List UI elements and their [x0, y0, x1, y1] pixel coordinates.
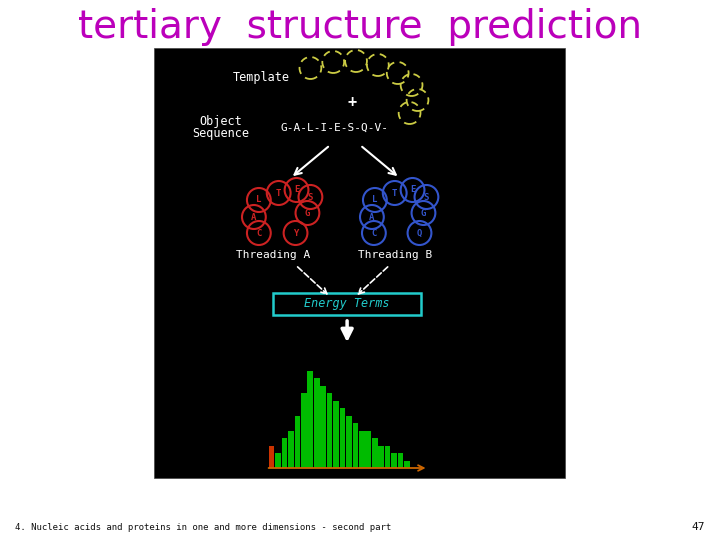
- Text: E: E: [410, 186, 415, 194]
- Bar: [314, 378, 320, 468]
- Text: G: G: [420, 208, 426, 218]
- Text: A: A: [251, 213, 256, 221]
- Text: C: C: [372, 228, 377, 238]
- Text: Q: Q: [417, 228, 422, 238]
- Text: +: +: [348, 96, 356, 111]
- Text: T: T: [276, 188, 282, 198]
- Text: L: L: [372, 195, 377, 205]
- Bar: [275, 453, 281, 468]
- Bar: [346, 415, 352, 468]
- Text: 47: 47: [692, 522, 705, 532]
- Text: A: A: [369, 213, 374, 221]
- Bar: [378, 446, 384, 468]
- Text: Sequence: Sequence: [193, 127, 250, 140]
- Bar: [273, 293, 421, 315]
- Bar: [384, 446, 390, 468]
- Bar: [353, 423, 359, 468]
- Text: G: G: [305, 208, 310, 218]
- Text: T: T: [392, 188, 397, 198]
- Text: Y: Y: [293, 228, 298, 238]
- Bar: [391, 453, 397, 468]
- Bar: [340, 408, 346, 468]
- Bar: [269, 446, 274, 468]
- Bar: [359, 430, 364, 468]
- Text: Threading A: Threading A: [235, 250, 310, 260]
- Text: 4. Nucleic acids and proteins in one and more dimensions - second part: 4. Nucleic acids and proteins in one and…: [15, 523, 391, 532]
- Bar: [307, 370, 313, 468]
- Bar: [397, 453, 403, 468]
- Text: S: S: [424, 192, 429, 201]
- Text: G-A-L-I-E-S-Q-V-: G-A-L-I-E-S-Q-V-: [281, 123, 389, 133]
- Text: C: C: [256, 228, 261, 238]
- Text: Template: Template: [233, 71, 290, 84]
- Bar: [320, 386, 326, 468]
- Text: tertiary  structure  prediction: tertiary structure prediction: [78, 8, 642, 46]
- Bar: [404, 461, 410, 468]
- Text: Energy Terms: Energy Terms: [305, 298, 390, 310]
- Bar: [294, 415, 300, 468]
- Bar: [372, 438, 377, 468]
- Bar: [333, 401, 339, 468]
- Text: L: L: [256, 195, 261, 205]
- Bar: [282, 438, 287, 468]
- Bar: [288, 430, 294, 468]
- Text: Object: Object: [199, 116, 243, 129]
- Bar: [327, 393, 333, 468]
- Bar: [154, 48, 565, 478]
- Text: E: E: [294, 186, 300, 194]
- Bar: [366, 430, 371, 468]
- Bar: [301, 393, 307, 468]
- Text: Threading B: Threading B: [358, 250, 432, 260]
- Text: S: S: [307, 192, 313, 201]
